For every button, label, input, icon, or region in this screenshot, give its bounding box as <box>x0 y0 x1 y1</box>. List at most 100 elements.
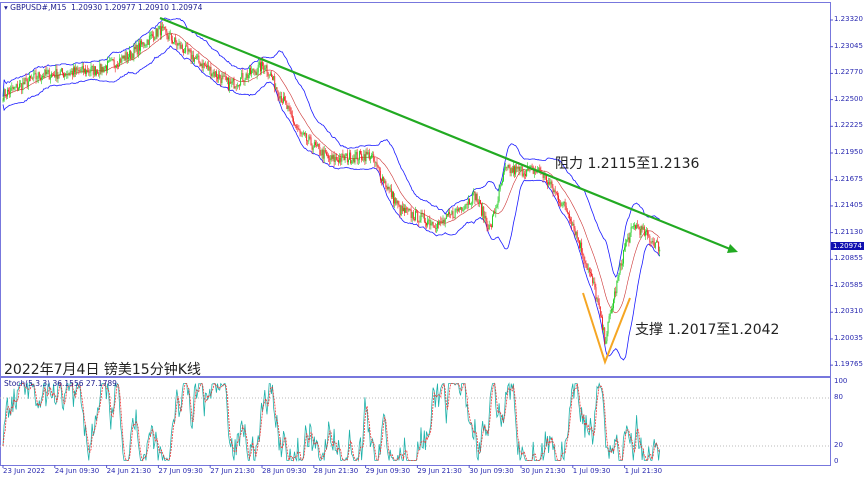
candle-body <box>141 40 143 45</box>
candle-body <box>625 242 627 248</box>
candle-body <box>645 231 646 236</box>
candle-body <box>646 230 647 232</box>
main-panel-frame <box>0 2 831 377</box>
candle-body <box>617 276 619 281</box>
candle-body <box>123 55 125 59</box>
stoch-panel-frame <box>0 377 831 466</box>
candle-body <box>75 67 77 73</box>
candle-body <box>456 209 458 211</box>
candle-body <box>632 226 634 227</box>
candle-body <box>167 36 169 40</box>
candle-body <box>309 136 311 138</box>
candle-body <box>639 229 641 235</box>
candle-body <box>626 239 628 243</box>
candle-body <box>229 81 231 90</box>
candle-body <box>311 145 313 150</box>
candle-body <box>508 165 510 169</box>
candle-body <box>507 165 509 168</box>
candle-body <box>78 70 80 72</box>
candle-body <box>397 200 399 205</box>
candle-body <box>558 195 559 202</box>
candle-body <box>513 166 514 173</box>
trendline-arrowhead <box>727 244 738 253</box>
candle-body <box>478 200 480 204</box>
candle-body <box>195 58 196 59</box>
candle-body <box>15 84 17 87</box>
candle-body <box>500 183 502 186</box>
candle-body <box>122 56 124 59</box>
candle-body <box>418 221 420 223</box>
candle-body <box>80 69 82 72</box>
candle-body <box>282 101 283 103</box>
candle-body <box>451 211 453 215</box>
candle-body <box>486 220 488 229</box>
candle-body <box>405 208 407 213</box>
candle-body <box>637 224 639 227</box>
candle-body <box>294 123 295 125</box>
stoch-label: Stoch(5,3,3) 36.1556 27.1789 <box>4 379 117 388</box>
candle-body <box>382 176 383 182</box>
candle-body <box>284 96 286 101</box>
candle-body <box>659 249 661 252</box>
candle-body <box>73 67 74 76</box>
candle-body <box>274 76 276 89</box>
candle-body <box>172 40 173 44</box>
candle-body <box>396 200 398 204</box>
candle-body <box>329 158 331 161</box>
candle-body <box>320 154 322 156</box>
candle-body <box>74 67 75 73</box>
candle-body <box>19 83 20 89</box>
candle-body <box>506 166 508 168</box>
candle-body <box>231 81 233 84</box>
candle-body <box>296 125 298 129</box>
candle-body <box>7 89 8 97</box>
chart-caption: 2022年7月4日 镑美15分钟K线 <box>4 362 201 378</box>
candle-body <box>552 187 554 192</box>
candle-body <box>241 73 243 78</box>
candle-body <box>71 70 73 76</box>
candle-body <box>306 133 308 141</box>
y-tick-label: 1.21675 <box>834 174 863 183</box>
candle-body <box>389 188 391 190</box>
candle-body <box>225 76 227 81</box>
candle-body <box>242 73 244 82</box>
candle-body <box>581 242 583 253</box>
candle-body <box>46 71 48 75</box>
candle-body <box>561 204 563 206</box>
candle-body <box>286 102 288 109</box>
candle-body <box>58 75 60 76</box>
candle-body <box>97 70 99 74</box>
candle-body <box>88 72 90 74</box>
candle-body <box>186 45 188 47</box>
candle-body <box>444 219 446 223</box>
candle-body <box>376 162 378 166</box>
bollinger-lower-band <box>2 45 661 361</box>
candle-body <box>533 169 535 174</box>
candle-body <box>484 215 486 219</box>
candle-body <box>153 35 155 41</box>
candle-body <box>653 242 655 248</box>
candle-body <box>361 153 363 160</box>
candle-body <box>124 55 126 61</box>
candle-body <box>401 205 403 212</box>
stoch-signal-line <box>2 382 661 462</box>
y-tick-label: 1.19765 <box>834 360 863 369</box>
candle-body <box>365 151 367 162</box>
candle-body <box>125 52 127 61</box>
candle-body <box>574 228 576 235</box>
candle-body <box>150 35 151 37</box>
candle-body <box>351 161 353 164</box>
candle-body <box>595 287 597 299</box>
candle-body <box>267 72 269 76</box>
candle-body <box>175 37 177 43</box>
candle-body <box>355 152 357 155</box>
candle-body <box>381 178 382 182</box>
candle-body <box>564 201 566 207</box>
candle-body <box>576 231 578 238</box>
candle-body <box>602 316 603 331</box>
candle-body <box>255 71 257 76</box>
y-tick-label: 1.21130 <box>834 227 863 236</box>
candle-body <box>349 152 350 160</box>
candle-body <box>624 247 625 251</box>
